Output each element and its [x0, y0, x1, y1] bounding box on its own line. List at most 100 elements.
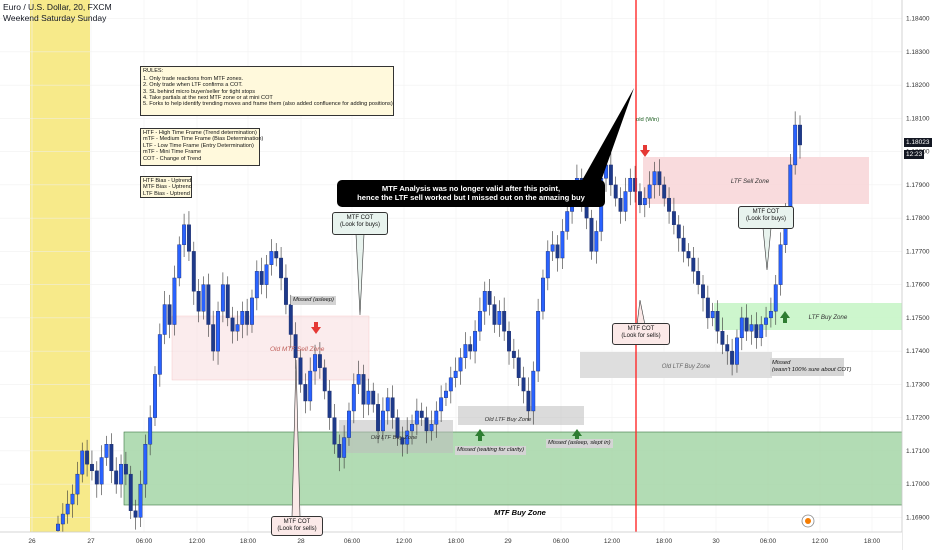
candle [545, 240, 550, 291]
legend-item: LTF - Low Time Frame (Entry Determinatio… [143, 142, 254, 149]
x-tick-label: 06:00 [553, 538, 570, 545]
candle [473, 320, 478, 364]
missed-waiting-label: Missed (waiting for clarity) [455, 446, 527, 455]
legend-box: HTF - High Time Frame (Trend determinati… [140, 128, 263, 166]
candle [400, 426, 405, 457]
candle [167, 294, 172, 339]
candle [497, 300, 502, 337]
candle [133, 499, 138, 530]
y-tick-label: 1.17900 [906, 182, 930, 189]
candle [419, 402, 424, 426]
candle [778, 232, 783, 296]
mtf-cot-buys-callout-1: MTF COT (Look for buys) [332, 212, 388, 235]
callout-line: (Look for sells) [277, 526, 317, 532]
candle [196, 278, 201, 323]
old-ltf-buy-zone-3-label: Old LTF Buy Zone [662, 364, 711, 370]
candle [434, 401, 439, 438]
candle [225, 276, 230, 327]
candle [371, 382, 376, 413]
legend-item: HTF - High Time Frame (Trend determinati… [143, 130, 257, 136]
candle [681, 225, 686, 263]
missed-not-sure-label: Missed (wasn't 100% sure about COT) [770, 359, 853, 374]
rules-box: RULES: 1. Only trade reactions from MTF … [140, 66, 394, 116]
analysis-line-1: MTF Analysis was no longer valid after t… [381, 184, 561, 193]
candle [157, 323, 162, 387]
candle [715, 300, 720, 344]
candle [662, 176, 667, 207]
missed-zone-grey [770, 358, 844, 376]
analysis-pointer [580, 88, 634, 184]
mtf-cot-sells-callout: MTF COT (Look for sells) [612, 323, 670, 345]
candle [313, 344, 317, 385]
candle [633, 165, 638, 203]
candle [424, 406, 429, 444]
ltf-sell-zone-label: LTF Sell Zone [731, 178, 770, 185]
candle [206, 273, 211, 337]
candle [642, 187, 647, 218]
candle [99, 445, 104, 496]
candle [303, 373, 308, 414]
y-tick-label: 1.17200 [906, 415, 930, 422]
candle [798, 115, 802, 159]
candle [351, 373, 356, 424]
symbol-header: Euro / U.S. Dollar, 20, FXCM Weekend Sat… [3, 2, 112, 24]
candle [623, 177, 628, 222]
candle [186, 211, 191, 262]
bias-item: HTF Bias - Uptrend [143, 178, 192, 184]
callout-line: MTF COT [346, 215, 374, 221]
candle [148, 405, 153, 456]
x-tick-label: 18:00 [864, 538, 881, 545]
candle [245, 298, 250, 336]
candle [80, 442, 85, 483]
green-up-arrow-1 [475, 429, 485, 441]
old-mtf-sell-zone-label: Old MTF Sell Zone [270, 346, 325, 353]
candle [754, 312, 759, 349]
old-ltf-buy-zone-1-label: Old LTF Buy Zone [371, 435, 419, 441]
callout-line: MTF COT [283, 519, 311, 525]
candle [85, 439, 90, 477]
candle [701, 274, 705, 312]
candle [521, 366, 526, 404]
candle [308, 357, 313, 411]
callout-line: (Look for sells) [621, 333, 661, 339]
candle [613, 176, 618, 207]
time-axis[interactable]: 26 27 06:00 12:00 18:00 28 06:00 12:00 18:00 29 06… [0, 531, 902, 550]
green-up-arrow-3 [780, 311, 790, 323]
candle [90, 450, 94, 481]
red-down-arrow-2 [640, 145, 650, 157]
callout-line: MTF COT [627, 326, 655, 332]
candle [114, 457, 119, 494]
candle [793, 111, 798, 175]
candle [589, 209, 594, 260]
x-tick-label: 12:00 [189, 538, 206, 545]
weekend-band [30, 0, 90, 532]
y-tick-label: 1.18200 [906, 82, 930, 89]
bias-box: HTF Bias - Uptrend MTF Bias - Uptrend LT… [140, 176, 192, 198]
candle [361, 364, 366, 418]
badge-dot-icon [805, 518, 811, 524]
price-axis[interactable]: 1.184001.183001.182001.181001.180001.179… [901, 0, 932, 550]
candle [327, 380, 332, 430]
candle [216, 301, 220, 365]
bias-item: LTF Bias - Uptrend [143, 190, 190, 197]
y-tick-label: 1.18100 [906, 115, 930, 122]
legend-item: COT - Change of Trend [143, 155, 202, 162]
cot-pointer-3 [636, 299, 646, 326]
candle [317, 342, 322, 379]
candle [211, 310, 216, 361]
y-tick-label: 1.17800 [906, 215, 930, 222]
candle [70, 484, 75, 518]
candle [366, 378, 371, 416]
mtf-cot-sells-callout-bottom: MTF COT (Look for sells) [271, 516, 323, 536]
candle [453, 357, 458, 388]
x-tick-label: 18:00 [448, 538, 465, 545]
candle [235, 310, 240, 341]
candle [376, 393, 381, 444]
rule-item: 5. Forks to help identify trending moves… [143, 101, 393, 108]
candle [628, 168, 633, 206]
old-ltf-buy-zone-2 [458, 406, 584, 425]
candle [109, 433, 114, 484]
candle [172, 265, 177, 336]
